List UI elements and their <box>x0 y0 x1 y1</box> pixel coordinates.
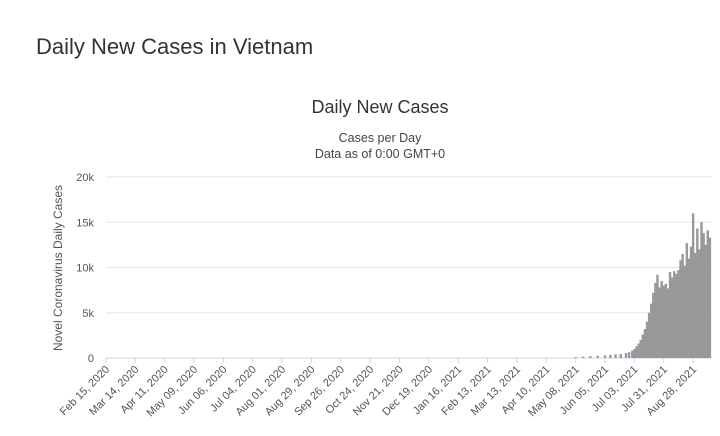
bar <box>639 339 642 358</box>
bar <box>609 354 612 358</box>
bar <box>685 243 689 358</box>
y-tick-label: 20k <box>76 172 94 184</box>
bar <box>643 329 647 358</box>
bar <box>694 253 697 358</box>
gridlines <box>106 176 712 359</box>
y-tick-label: 5k <box>82 308 94 320</box>
bar <box>637 343 640 358</box>
bar <box>687 258 691 358</box>
bar <box>664 283 668 358</box>
bar <box>589 356 592 358</box>
bar <box>654 282 657 358</box>
bar <box>641 334 645 358</box>
bar <box>673 271 676 358</box>
bar <box>706 230 710 358</box>
bar <box>670 277 674 358</box>
bar <box>574 357 577 358</box>
bar <box>652 292 655 358</box>
bar <box>624 353 628 358</box>
bar <box>677 270 680 358</box>
bar <box>696 228 699 358</box>
bar <box>658 287 661 358</box>
x-tick-label: Feb 15, 2020 <box>58 364 112 418</box>
bar <box>635 346 638 358</box>
bar <box>647 312 651 358</box>
bar <box>633 348 636 358</box>
bar <box>675 273 678 358</box>
bar <box>581 356 585 358</box>
bar <box>614 354 617 358</box>
bar <box>700 222 703 358</box>
bar <box>683 265 686 358</box>
bar <box>668 272 672 358</box>
bar <box>708 237 712 358</box>
bar <box>691 213 695 358</box>
bar <box>649 303 653 358</box>
bar <box>698 249 701 358</box>
y-axis-label: Novel Coronavirus Daily Cases <box>51 185 65 351</box>
bar <box>619 353 622 358</box>
bar <box>645 321 649 358</box>
bar <box>681 253 684 358</box>
bar <box>656 274 659 358</box>
bar <box>603 355 607 358</box>
y-ticks: 0 5k 10k 15k 20k <box>76 172 94 365</box>
y-tick-label: 15k <box>76 217 94 229</box>
bar <box>662 285 665 358</box>
bar <box>660 281 663 358</box>
bar <box>704 244 707 358</box>
bars <box>574 213 712 358</box>
bar <box>689 246 693 358</box>
chart-subtitle-line-1: Cases per Day <box>339 131 422 145</box>
bar <box>596 355 599 358</box>
y-tick-label: 0 <box>88 353 94 365</box>
bar <box>627 352 631 358</box>
bar <box>631 350 634 358</box>
page-title: Daily New Cases in Vietnam <box>36 34 314 59</box>
chart-title: Daily New Cases <box>311 97 448 117</box>
bar <box>666 288 670 358</box>
bar <box>679 260 682 358</box>
y-tick-label: 10k <box>76 263 94 275</box>
chart-subtitle-line-2: Data as of 0:00 GMT+0 <box>315 147 445 161</box>
bar <box>702 233 705 358</box>
